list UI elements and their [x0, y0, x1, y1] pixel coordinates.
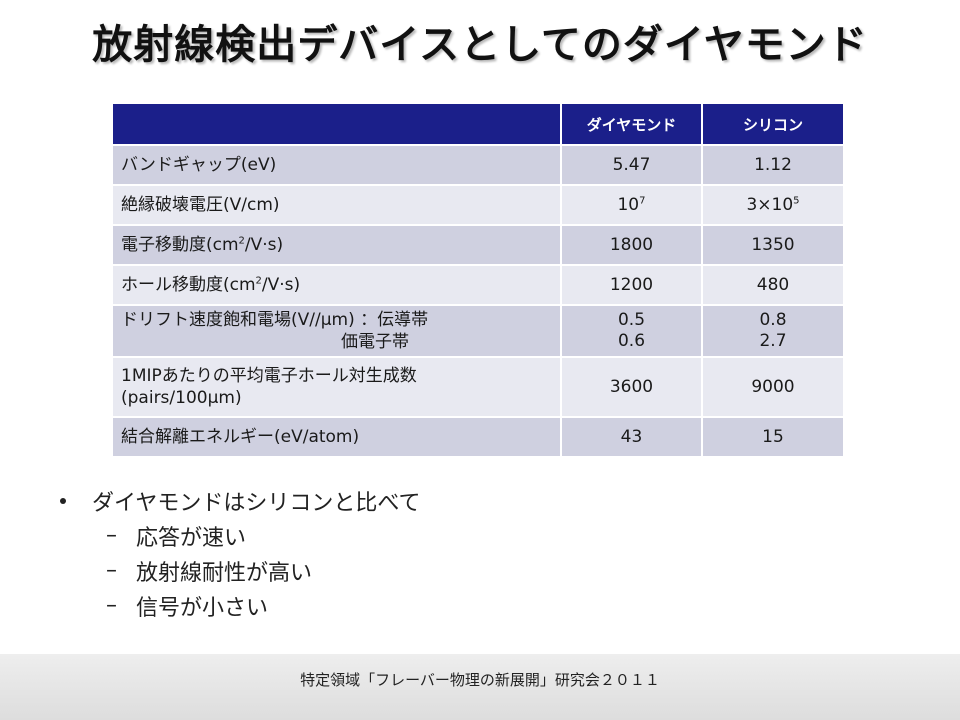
silicon-value: 1.12 [702, 145, 845, 186]
properties-table: ダイヤモンド シリコン バンドギャップ(eV) 5.47 1.12 絶縁破壊電圧… [113, 104, 845, 459]
value-line: 0.8 [759, 309, 787, 330]
label-text: /V·s) [261, 274, 301, 295]
label-text: /V·s) [244, 234, 284, 255]
silicon-value: 3×105 [702, 185, 845, 226]
sub-bullet-text: 信号が小さい [136, 595, 269, 621]
sub-bullet-item: – 応答が速い [60, 518, 420, 553]
value-base: 10 [617, 195, 640, 215]
dash-icon: – [106, 523, 117, 548]
value-line: 2.7 [759, 331, 787, 352]
value-line: 0.6 [617, 331, 646, 352]
value-base: 3×10 [746, 195, 794, 215]
table-row: バンドギャップ(eV) 5.47 1.12 [113, 145, 845, 186]
label-line: 価電子帯 [341, 332, 409, 353]
diamond-value: 1800 [561, 225, 703, 266]
bullet-list: ダイヤモンドはシリコンと比べて – 応答が速い – 放射線耐性が高い – 信号が… [60, 484, 420, 623]
diamond-value: 1200 [561, 265, 703, 306]
diamond-value: 5.47 [561, 145, 703, 186]
value-exponent: 5 [793, 195, 800, 207]
value-exponent: 7 [639, 195, 646, 207]
sub-bullet-item: – 信号が小さい [60, 588, 420, 623]
row-label: 絶縁破壊電圧(V/cm) [113, 185, 562, 226]
row-label: バンドギャップ(eV) [113, 145, 562, 186]
label-text: ホール移動度(cm [121, 274, 256, 295]
bullet-dot-icon [60, 498, 66, 504]
slide-title: 放射線検出デバイスとしてのダイヤモンド [92, 22, 868, 68]
label-superscript: 2 [255, 275, 262, 287]
row-label: ドリフト速度飽和電場(V//μm) ：伝導帯 価電子帯 [113, 305, 562, 359]
label-text: 電子移動度(cm [121, 234, 239, 255]
label-line: 1MIPあたりの平均電子ホール対生成数 [121, 366, 417, 387]
bullet-item: ダイヤモンドはシリコンと比べて [60, 484, 420, 518]
row-label: 1MIPあたりの平均電子ホール対生成数 (pairs/100μm) [113, 357, 562, 419]
diamond-value: 43 [561, 417, 703, 459]
sub-bullet-text: 応答が速い [136, 525, 247, 551]
silicon-value: 15 [702, 417, 845, 459]
header-empty [113, 104, 562, 146]
diamond-value: 3600 [561, 357, 703, 419]
diamond-value: 0.5 0.6 [561, 305, 703, 359]
dash-icon: – [106, 558, 117, 583]
label-superscript: 2 [238, 235, 245, 247]
label-line: (pairs/100μm) [121, 388, 242, 409]
sub-bullet-item: – 放射線耐性が高い [60, 553, 420, 588]
silicon-value: 0.8 2.7 [702, 305, 845, 359]
sub-bullet-text: 放射線耐性が高い [136, 560, 313, 586]
table-row: 結合解離エネルギー(eV/atom) 43 15 [113, 417, 845, 459]
slide-footer: 特定領域「フレーバー物理の新展開」研究会２０１１ [0, 654, 960, 720]
table-row: 絶縁破壊電圧(V/cm) 107 3×105 [113, 185, 845, 226]
silicon-value: 1350 [702, 225, 845, 266]
table-header-row: ダイヤモンド シリコン [113, 104, 845, 146]
row-label: ホール移動度(cm2/V·s) [113, 265, 562, 306]
table-row: 電子移動度(cm2/V·s) 1800 1350 [113, 225, 845, 266]
table-row: ドリフト速度飽和電場(V//μm) ：伝導帯 価電子帯 0.5 0.6 0.8 … [113, 305, 845, 359]
silicon-value: 480 [702, 265, 845, 306]
dash-icon: – [106, 593, 117, 618]
silicon-value: 9000 [702, 357, 845, 419]
header-diamond: ダイヤモンド [561, 104, 703, 146]
bullet-text: ダイヤモンドはシリコンと比べて [92, 491, 421, 516]
table-row: ホール移動度(cm2/V·s) 1200 480 [113, 265, 845, 306]
row-label: 電子移動度(cm2/V·s) [113, 225, 562, 266]
table-row: 1MIPあたりの平均電子ホール対生成数 (pairs/100μm) 3600 9… [113, 357, 845, 419]
header-silicon: シリコン [702, 104, 845, 146]
row-label: 結合解離エネルギー(eV/atom) [113, 417, 562, 459]
value-line: 0.5 [617, 309, 646, 330]
footer-text: 特定領域「フレーバー物理の新展開」研究会２０１１ [300, 671, 660, 689]
label-line: ドリフト速度飽和電場(V//μm) ：伝導帯 [121, 310, 429, 330]
diamond-value: 107 [561, 185, 703, 226]
